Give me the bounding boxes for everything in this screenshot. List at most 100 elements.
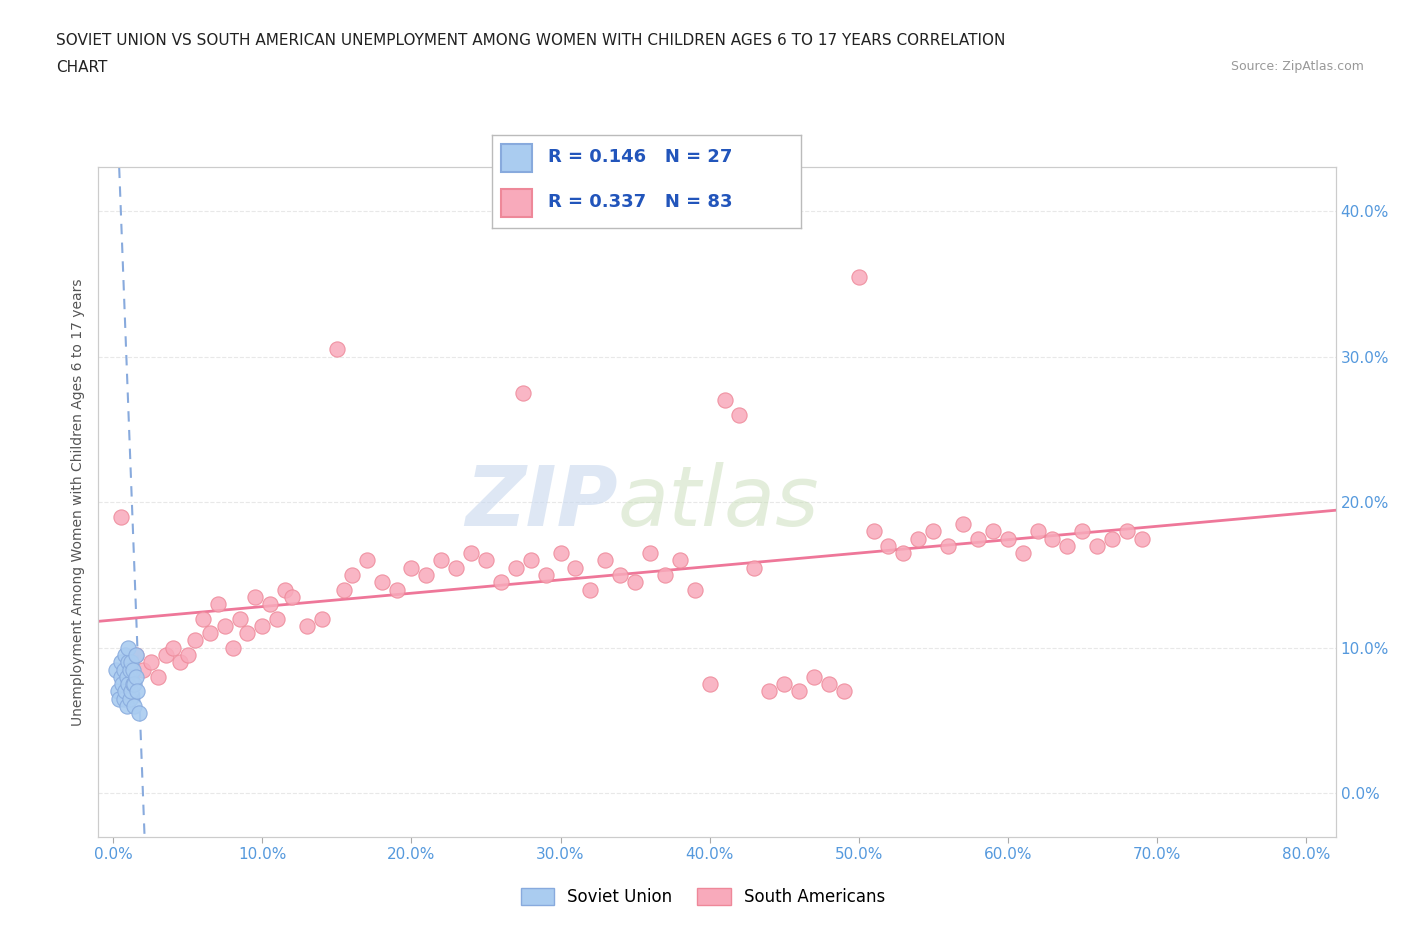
Point (401, 560, 423, 575)
Point (683, 582, 706, 597)
Point (475, 553, 498, 568)
Point (564, 560, 586, 575)
Point (936, 538, 959, 553)
Point (848, 269, 870, 284)
Point (1116, 524, 1139, 538)
Point (274, 582, 297, 597)
Point (668, 553, 690, 568)
FancyBboxPatch shape (502, 144, 533, 172)
Y-axis label: Unemployment Among Women with Children Ages 6 to 17 years: Unemployment Among Women with Children A… (72, 278, 86, 726)
Point (1085, 538, 1108, 553)
Point (121, 677, 143, 692)
Point (333, 582, 356, 597)
Point (862, 524, 884, 538)
Point (243, 590, 266, 604)
Point (108, 691, 131, 706)
Point (997, 531, 1019, 546)
Point (117, 655, 139, 670)
Point (266, 611, 288, 626)
Point (519, 553, 541, 568)
Point (125, 647, 148, 662)
Point (229, 611, 252, 626)
Point (1056, 538, 1078, 553)
Point (177, 647, 200, 662)
Point (385, 582, 408, 597)
Point (922, 524, 945, 538)
Point (118, 691, 141, 706)
Point (1011, 546, 1033, 561)
Point (125, 647, 148, 662)
Point (609, 567, 631, 582)
Point (207, 597, 229, 612)
Point (579, 582, 602, 597)
Point (120, 684, 142, 698)
Point (505, 560, 527, 575)
Point (430, 553, 453, 568)
Point (744, 560, 766, 575)
Point (114, 684, 136, 698)
Point (699, 677, 721, 692)
Point (1130, 531, 1153, 546)
Point (728, 407, 751, 422)
Point (1026, 524, 1049, 538)
Point (981, 524, 1004, 538)
Point (340, 567, 363, 582)
Text: R = 0.337   N = 83: R = 0.337 N = 83 (548, 193, 733, 211)
Point (370, 575, 392, 590)
Point (107, 684, 129, 698)
Point (252, 618, 274, 633)
Point (787, 684, 810, 698)
Point (132, 662, 155, 677)
Point (115, 698, 138, 713)
Text: ZIP: ZIP (465, 461, 619, 543)
Point (489, 575, 512, 590)
Point (638, 546, 661, 561)
Point (236, 626, 259, 641)
Point (832, 684, 855, 698)
Point (1101, 531, 1123, 546)
Point (214, 618, 236, 633)
Point (110, 510, 132, 525)
Point (139, 655, 162, 670)
Point (773, 677, 796, 692)
Point (281, 590, 304, 604)
Point (952, 516, 974, 531)
Point (356, 553, 378, 568)
Point (184, 633, 207, 648)
Point (512, 386, 534, 401)
Point (169, 655, 191, 670)
Point (110, 670, 132, 684)
Point (105, 662, 128, 677)
Point (110, 655, 132, 670)
Point (877, 538, 900, 553)
Point (162, 641, 184, 656)
Point (818, 677, 841, 692)
Text: SOVIET UNION VS SOUTH AMERICAN UNEMPLOYMENT AMONG WOMEN WITH CHILDREN AGES 6 TO : SOVIET UNION VS SOUTH AMERICAN UNEMPLOYM… (56, 33, 1005, 47)
Point (117, 641, 139, 656)
FancyBboxPatch shape (502, 189, 533, 217)
Point (326, 342, 349, 357)
Point (221, 641, 243, 656)
Point (593, 553, 616, 568)
Point (550, 546, 572, 561)
Point (1071, 524, 1094, 538)
Text: CHART: CHART (56, 60, 108, 75)
Point (758, 684, 780, 698)
Point (624, 575, 647, 590)
Point (155, 647, 177, 662)
Point (122, 698, 145, 713)
Text: Source: ZipAtlas.com: Source: ZipAtlas.com (1230, 60, 1364, 73)
Point (311, 611, 333, 626)
Point (128, 706, 150, 721)
Point (259, 597, 281, 612)
Point (907, 531, 929, 546)
Point (117, 655, 139, 670)
Point (713, 392, 735, 407)
Point (125, 670, 148, 684)
Point (200, 626, 222, 641)
Point (121, 662, 143, 677)
Legend: Soviet Union, South Americans: Soviet Union, South Americans (515, 881, 891, 912)
Point (654, 567, 676, 582)
Point (803, 670, 825, 684)
Point (117, 677, 139, 692)
